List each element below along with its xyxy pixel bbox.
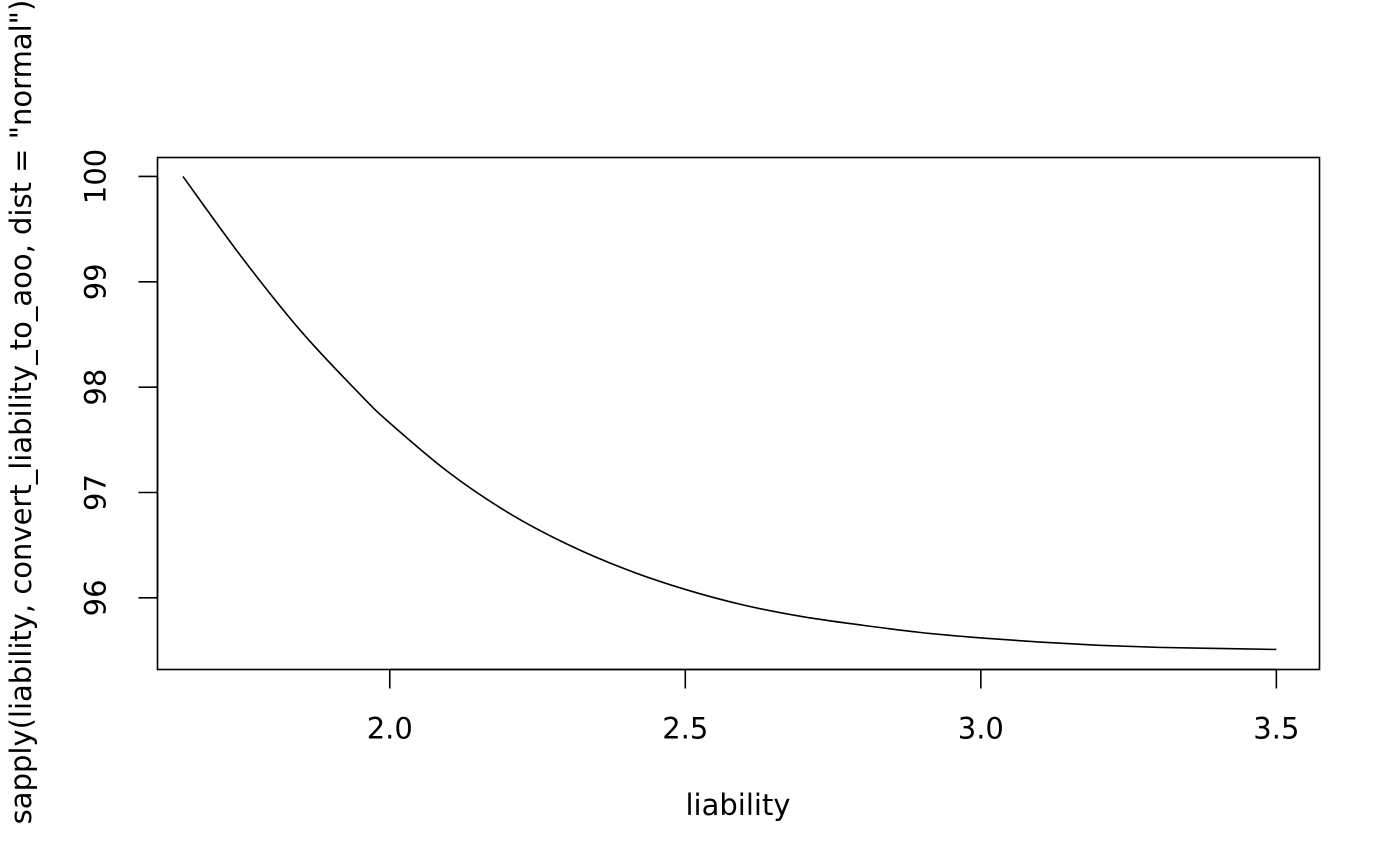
series-layer — [182, 175, 1277, 651]
x-tick-label: 2.5 — [662, 712, 708, 746]
plot-frame — [156, 156, 1321, 671]
x-axis: 2.0 2.5 3.0 3.5 — [367, 668, 1299, 746]
y-tick-label: 98 — [79, 369, 113, 406]
y-tick-label: 97 — [79, 474, 113, 511]
y-axis-title: sapply(liability, convert_liability_to_a… — [4, 0, 38, 824]
y-tick-label: 96 — [79, 579, 113, 616]
y-tick-label: 100 — [79, 149, 113, 204]
x-axis-title: liability — [686, 788, 791, 822]
x-tick-label: 2.0 — [367, 712, 413, 746]
x-tick-label: 3.0 — [958, 712, 1004, 746]
y-tick-label: 99 — [79, 263, 113, 300]
series-line — [182, 175, 1277, 651]
y-axis: 96 97 98 99 100 — [79, 149, 159, 616]
x-tick-label: 3.5 — [1253, 712, 1299, 746]
